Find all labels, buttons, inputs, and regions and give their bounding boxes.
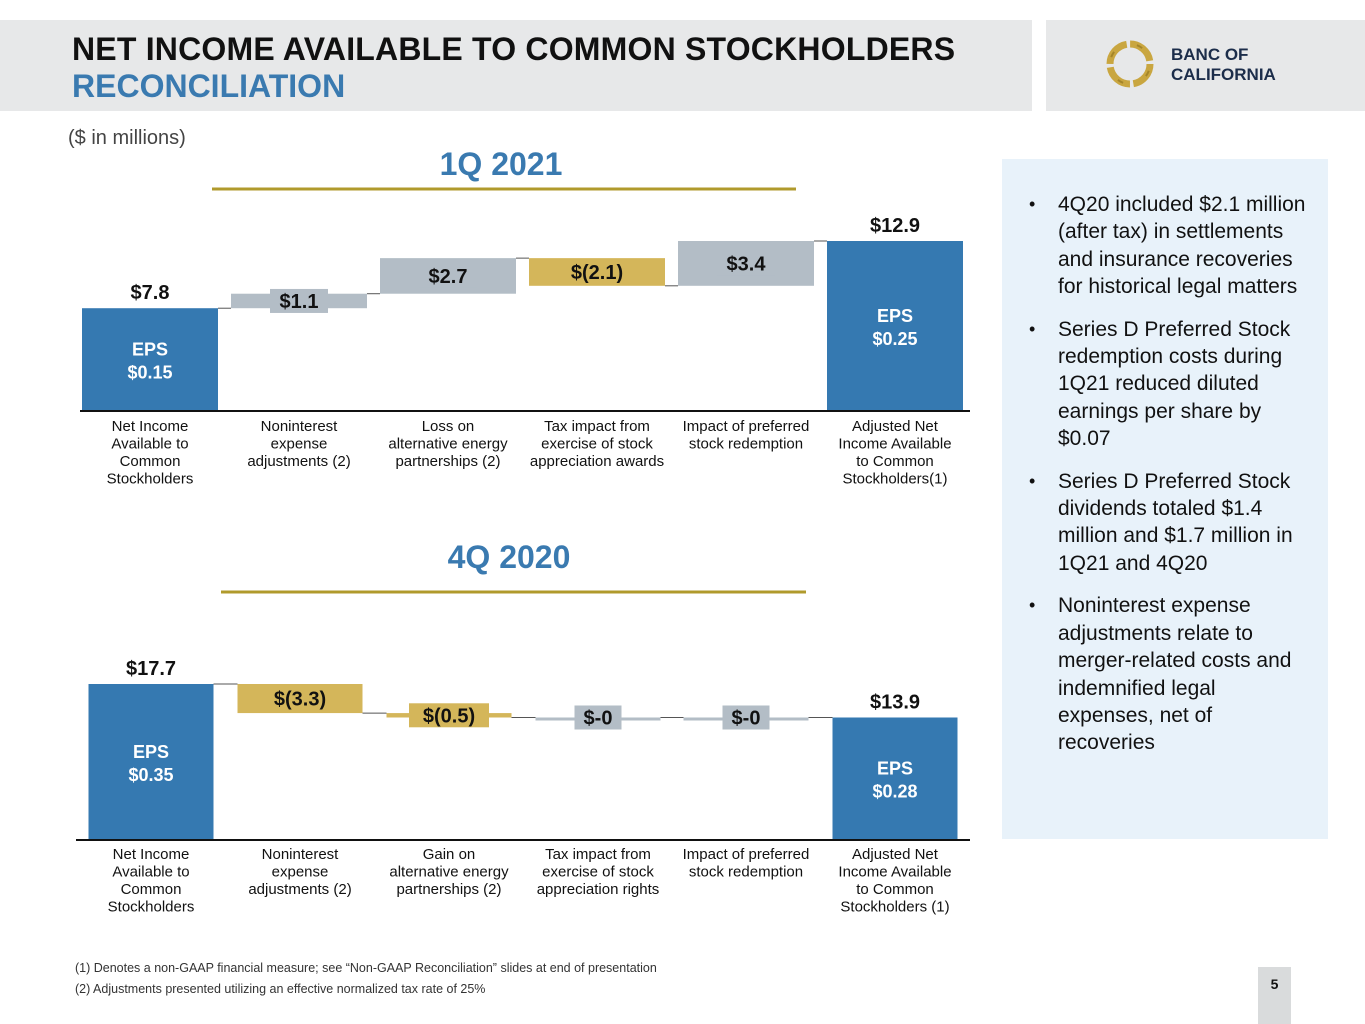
eps-value: $0.25 xyxy=(872,329,917,349)
waterfall-bar xyxy=(827,241,963,411)
logo-text: BANC OF CALIFORNIA xyxy=(1171,45,1276,85)
eps-label: EPS xyxy=(133,742,169,762)
chart-title: 1Q 2021 xyxy=(440,146,563,182)
category-label: Common xyxy=(121,881,182,898)
category-label: Tax impact from xyxy=(545,846,651,863)
data-label: $-0 xyxy=(584,707,613,729)
category-label: alternative energy xyxy=(388,436,508,453)
eps-value: $0.28 xyxy=(872,782,917,802)
data-label-bg xyxy=(260,686,340,711)
category-label: Stockholders xyxy=(107,471,194,488)
data-label-bg xyxy=(409,703,489,728)
banc-logo-icon xyxy=(1106,40,1154,88)
category-label: Common xyxy=(120,453,181,470)
page-title: NET INCOME AVAILABLE TO COMMON STOCKHOLD… xyxy=(72,31,956,67)
waterfall-bar xyxy=(88,684,214,840)
data-label: $17.7 xyxy=(126,658,176,680)
header-bar xyxy=(0,20,1032,111)
data-label: $2.7 xyxy=(429,266,468,288)
category-label: Income Available xyxy=(838,864,951,881)
category-label: exercise of stock xyxy=(542,864,654,881)
eps-label: EPS xyxy=(132,340,168,360)
category-label: partnerships (2) xyxy=(395,453,500,470)
page-subtitle: RECONCILIATION xyxy=(72,68,346,104)
data-label-bg xyxy=(557,259,637,284)
footnote-1: (1) Denotes a non-GAAP financial measure… xyxy=(75,961,657,975)
category-label: adjustments (2) xyxy=(248,881,351,898)
category-label: Impact of preferred xyxy=(683,846,810,863)
data-label-bg xyxy=(717,251,775,276)
category-label: Adjusted Net xyxy=(852,846,939,863)
category-label: Stockholders xyxy=(108,899,195,916)
chart-title: 4Q 2020 xyxy=(448,539,571,575)
category-label: Available to xyxy=(111,436,188,453)
data-label: $1.1 xyxy=(280,291,319,313)
category-label: partnerships (2) xyxy=(396,881,501,898)
category-label: Stockholders(1) xyxy=(842,471,947,488)
data-label: $7.8 xyxy=(131,282,170,304)
category-label: Tax impact from xyxy=(544,418,650,435)
data-label: $13.9 xyxy=(870,691,920,713)
note-item: Series D Preferred Stock dividends total… xyxy=(1028,468,1313,578)
waterfall-bar xyxy=(82,308,218,411)
category-label: Income Available xyxy=(838,436,951,453)
category-label: appreciation awards xyxy=(530,453,664,470)
category-label: Impact of preferred xyxy=(683,418,810,435)
category-label: to Common xyxy=(856,453,934,470)
notes-list: 4Q20 included $2.1 million (after tax) i… xyxy=(1028,191,1313,772)
waterfall-bar xyxy=(832,717,958,840)
data-label-bg xyxy=(270,288,328,313)
page-number-box xyxy=(1258,967,1291,1024)
data-label-bg xyxy=(574,705,622,730)
category-label: alternative energy xyxy=(389,864,509,881)
data-label: $(0.5) xyxy=(423,705,475,727)
note-item: 4Q20 included $2.1 million (after tax) i… xyxy=(1028,191,1313,301)
category-label: to Common xyxy=(856,881,934,898)
category-label: appreciation rights xyxy=(537,881,660,898)
eps-value: $0.35 xyxy=(128,765,173,785)
category-label: exercise of stock xyxy=(541,436,653,453)
units-note: ($ in millions) xyxy=(68,127,186,149)
data-label: $(3.3) xyxy=(274,689,326,711)
data-label: $3.4 xyxy=(727,253,767,275)
data-label: $12.9 xyxy=(870,215,920,237)
category-label: expense xyxy=(272,864,329,881)
category-label: Loss on xyxy=(422,418,475,435)
category-label: Adjusted Net xyxy=(852,418,939,435)
eps-label: EPS xyxy=(877,306,913,326)
logo-panel xyxy=(1046,20,1365,111)
category-label: Available to xyxy=(112,864,189,881)
category-label: Noninterest xyxy=(261,418,339,435)
note-item: Series D Preferred Stock redemption cost… xyxy=(1028,316,1313,453)
notes-panel: 4Q20 included $2.1 million (after tax) i… xyxy=(1002,159,1328,839)
data-label: $(2.1) xyxy=(571,262,623,284)
waterfall-charts: 1Q 2021 $7.8 $1.1 $2.7 $(2.1) $3.4 $12.9 EPS $0.… xyxy=(76,146,970,916)
category-label: Net Income xyxy=(112,418,189,435)
logo-line-2: CALIFORNIA xyxy=(1171,65,1276,84)
category-label: Noninterest xyxy=(262,846,340,863)
category-label: adjustments (2) xyxy=(247,453,350,470)
category-label: stock redemption xyxy=(689,864,803,881)
eps-value: $0.15 xyxy=(127,363,172,383)
category-label: stock redemption xyxy=(689,436,803,453)
category-label: Net Income xyxy=(113,846,190,863)
eps-label: EPS xyxy=(877,759,913,779)
footnote-2: (2) Adjustments presented utilizing an e… xyxy=(75,982,486,996)
logo-line-1: BANC OF xyxy=(1171,45,1249,64)
category-label: Stockholders (1) xyxy=(840,899,949,916)
data-label: $-0 xyxy=(732,707,761,729)
category-label: Gain on xyxy=(423,846,476,863)
page-number: 5 xyxy=(1270,976,1279,992)
category-label: expense xyxy=(271,436,328,453)
data-label-bg xyxy=(722,705,770,730)
note-item: Noninterest expense adjustments relate t… xyxy=(1028,592,1313,756)
data-label-bg xyxy=(419,263,477,288)
